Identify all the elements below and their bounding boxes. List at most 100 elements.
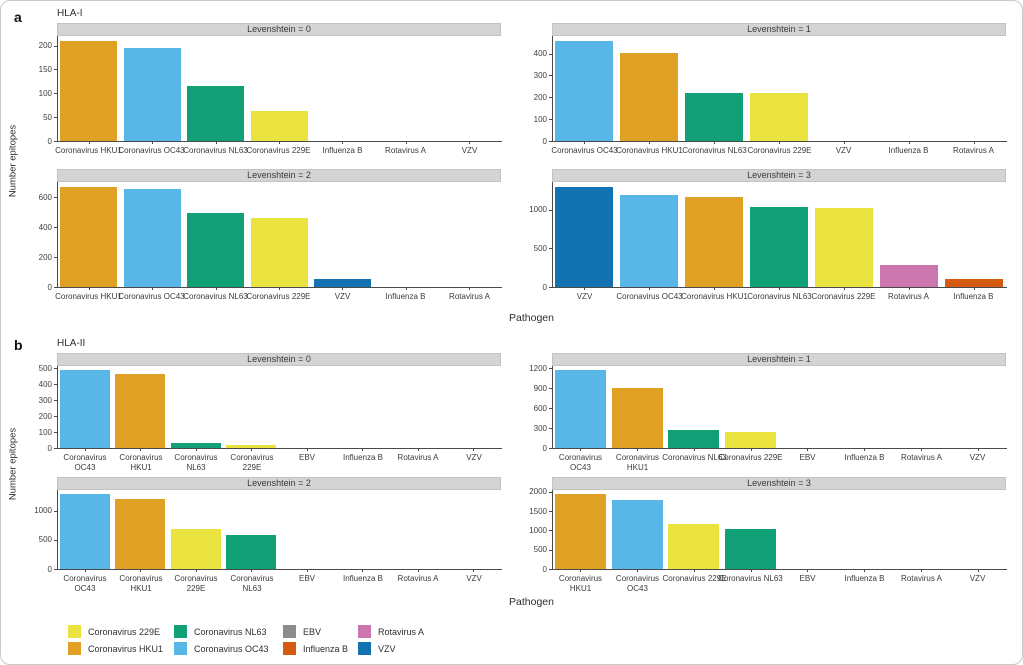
y-tick-mark (54, 197, 57, 198)
legend-item: Coronavirus HKU1 (68, 642, 163, 655)
x-category-label: Rotavirus A (901, 453, 942, 462)
y-tick-mark (54, 368, 57, 370)
x-tick-mark (584, 141, 585, 144)
facet-strip: Levenshtein = 0 (57, 23, 501, 36)
y-tick-mark (54, 569, 57, 570)
y-tick-mark (54, 510, 57, 512)
bar-coronavirus-hku1 (555, 494, 606, 569)
bar-coronavirus-oc43 (555, 370, 606, 448)
x-tick-mark (580, 569, 581, 572)
x-tick-mark (279, 287, 280, 290)
x-category-label: Coronavirus HKU1 (119, 453, 163, 472)
x-category-label: Influenza B (342, 574, 384, 583)
y-tick-label: 1000 (529, 525, 547, 535)
legend-item: Coronavirus NL63 (174, 625, 267, 638)
y-tick-label: 500 (533, 243, 547, 253)
bar-coronavirus-oc43 (620, 195, 678, 287)
x-tick-mark (649, 287, 650, 290)
legend-label: VZV (378, 643, 396, 654)
y-tick-label: 50 (43, 112, 52, 122)
legend-label: Coronavirus 229E (88, 626, 161, 637)
x-category-label: Coronavirus HKU1 (55, 146, 122, 155)
y-tick-label: 1000 (34, 506, 52, 516)
x-tick-mark (469, 141, 470, 144)
y-tick-label: 0 (542, 136, 547, 146)
x-tick-mark (362, 569, 363, 572)
y-tick-mark (54, 141, 57, 142)
y-tick-label: 500 (38, 363, 52, 373)
y-tick-mark (54, 432, 57, 434)
y-tick-mark (549, 428, 552, 429)
x-category-label: Coronavirus 229E (718, 453, 783, 462)
bar-coronavirus-nl63 (187, 213, 244, 287)
y-tick-label: 100 (533, 114, 547, 124)
legend-item: VZV (358, 642, 396, 655)
x-tick-mark (307, 569, 308, 572)
bar-influenza-b (945, 279, 1003, 287)
x-tick-mark (85, 448, 86, 451)
facet-strip: Levenshtein = 3 (552, 169, 1006, 182)
legend-swatch-icon (358, 625, 371, 638)
bar-coronavirus-oc43 (60, 494, 110, 569)
x-tick-mark (418, 569, 419, 572)
y-tick-label: 300 (533, 70, 547, 80)
x-category-label: Coronavirus OC43 (551, 146, 618, 155)
bar-vzv (555, 187, 613, 287)
bar-coronavirus-nl63 (750, 207, 808, 287)
x-tick-mark (714, 287, 715, 290)
x-category-label: VZV (969, 453, 986, 462)
x-category-label: Coronavirus 229E (811, 292, 876, 301)
legend-swatch-icon (283, 642, 296, 655)
y-tick-label: 1200 (529, 363, 547, 373)
x-category-label: VZV (334, 292, 351, 301)
bar-coronavirus-oc43 (124, 189, 181, 287)
x-category-label: Coronavirus 229E (747, 146, 812, 155)
x-category-label: Coronavirus OC43 (118, 292, 185, 301)
x-category-label: Influenza B (342, 453, 384, 462)
legend-swatch-icon (68, 642, 81, 655)
panel-a-title: HLA-I (57, 8, 83, 19)
legend-swatch-icon (283, 625, 296, 638)
y-tick-mark (54, 227, 57, 228)
x-tick-mark (649, 141, 650, 144)
x-tick-mark (418, 448, 419, 451)
x-tick-mark (307, 448, 308, 451)
bar-coronavirus-nl63 (668, 430, 719, 448)
y-tick-label: 400 (38, 379, 52, 389)
y-tick-mark (54, 93, 57, 95)
x-category-label: Coronavirus NL63 (174, 453, 218, 472)
x-category-label: Coronavirus HKU1 (55, 292, 122, 301)
panel-b-title: HLA-II (57, 338, 86, 349)
bar-vzv (314, 279, 371, 287)
legend-label: EBV (303, 626, 322, 637)
x-tick-mark (216, 141, 217, 144)
x-category-label: Rotavirus A (449, 292, 490, 301)
y-tick-label: 150 (38, 64, 52, 74)
x-tick-mark (279, 141, 280, 144)
y-tick-label: 0 (542, 443, 547, 453)
x-tick-mark (342, 141, 343, 144)
x-category-label: VZV (969, 574, 986, 583)
y-tick-mark (549, 368, 552, 369)
x-tick-mark (864, 448, 865, 451)
x-tick-mark (714, 141, 715, 144)
x-tick-mark (978, 569, 979, 572)
x-tick-mark (844, 287, 845, 290)
bar-coronavirus-hku1 (612, 388, 663, 448)
x-tick-mark (473, 569, 474, 572)
y-tick-label: 0 (542, 564, 547, 574)
legend-item: Coronavirus 229E (68, 625, 160, 638)
legend-label: Coronavirus HKU1 (88, 643, 164, 654)
y-tick-mark (549, 448, 552, 449)
x-tick-mark (152, 287, 153, 290)
x-category-label: Coronavirus 229E (174, 574, 218, 593)
facet-strip: Levenshtein = 1 (552, 353, 1006, 366)
bar-coronavirus-oc43 (555, 41, 613, 141)
x-tick-mark (196, 448, 197, 451)
x-tick-mark (406, 287, 407, 290)
y-tick-label: 200 (38, 252, 52, 262)
y-tick-label: 2000 (529, 487, 547, 497)
x-tick-mark (974, 141, 975, 144)
x-tick-mark (807, 569, 808, 572)
